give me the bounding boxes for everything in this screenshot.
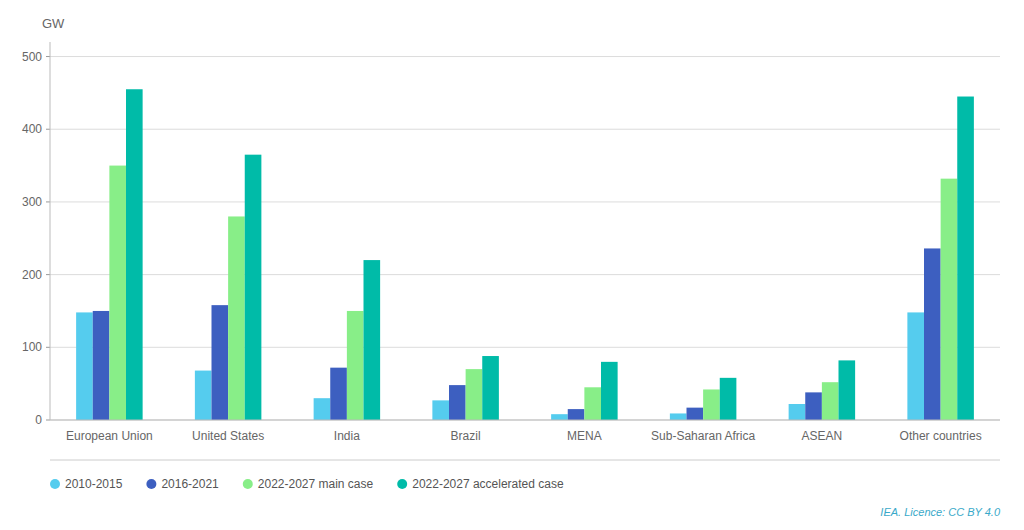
y-tick (46, 274, 50, 275)
bar (601, 362, 618, 420)
bar (670, 413, 687, 420)
bar (789, 404, 806, 420)
legend-label: 2022-2027 main case (258, 477, 374, 491)
grid (46, 57, 1000, 420)
legend-marker (243, 479, 253, 489)
bar (941, 179, 958, 420)
bar (482, 356, 499, 420)
bars (76, 89, 974, 420)
bar (314, 398, 331, 420)
y-tick-label: 0 (35, 413, 42, 427)
y-tick-label: 300 (22, 195, 42, 209)
y-axis-line (50, 42, 51, 420)
legend-label: 2016-2021 (161, 477, 219, 491)
bar (687, 408, 704, 420)
bar (568, 409, 585, 420)
bar (228, 216, 245, 420)
y-tick (46, 56, 50, 57)
x-tick-label: India (334, 429, 360, 443)
x-tick-label: United States (192, 429, 264, 443)
legend-label: 2022-2027 accelerated case (412, 477, 564, 491)
bar (449, 385, 466, 420)
separator (50, 460, 1000, 461)
y-tick (46, 201, 50, 202)
y-tick (46, 129, 50, 130)
bar (245, 155, 262, 420)
source-note: IEA. Licence: CC BY 4.0 (880, 506, 1001, 518)
y-tick (46, 420, 50, 421)
bar (364, 260, 381, 420)
bar (212, 305, 229, 420)
y-tick (46, 347, 50, 348)
legend-marker (50, 479, 60, 489)
y-axis-label: GW (42, 16, 65, 31)
bar (551, 414, 568, 420)
bar (805, 392, 822, 420)
bar (330, 368, 347, 420)
bar (195, 371, 212, 420)
x-tick-label: ASEAN (802, 429, 843, 443)
grid-line (50, 420, 1000, 421)
background (0, 0, 1024, 530)
x-axis-line (50, 420, 1000, 421)
bar (109, 166, 126, 420)
bar (347, 311, 364, 420)
legend-marker (397, 479, 407, 489)
bar (907, 312, 924, 420)
bar (466, 369, 483, 420)
bar (957, 97, 974, 420)
legend-marker (146, 479, 156, 489)
y-tick-label: 200 (22, 268, 42, 282)
bar (839, 360, 856, 420)
grid-line (50, 201, 1000, 202)
x-tick-label: Sub-Saharan Africa (651, 429, 755, 443)
legend-label: 2010-2015 (65, 477, 123, 491)
y-tick-label: 500 (22, 50, 42, 64)
y-tick-label: 100 (22, 340, 42, 354)
legend: 2010-2015 2016-2021 2022-2027 main case 202… (50, 477, 564, 491)
bar (93, 311, 110, 420)
grid-line (50, 56, 1000, 57)
bar (924, 248, 941, 420)
bar (703, 389, 720, 420)
x-tick-label: MENA (567, 429, 602, 443)
x-tick-label: European Union (66, 429, 153, 443)
grid-line (50, 129, 1000, 130)
bar (720, 378, 737, 420)
x-tick-label: Other countries (900, 429, 982, 443)
x-tick-label: Brazil (451, 429, 481, 443)
grid-line (50, 347, 1000, 348)
bar (126, 89, 143, 420)
grid-line (50, 274, 1000, 275)
bar (822, 382, 839, 420)
bar (584, 387, 601, 420)
bar (432, 400, 449, 420)
bar (76, 312, 93, 420)
y-tick-label: 400 (22, 122, 42, 136)
